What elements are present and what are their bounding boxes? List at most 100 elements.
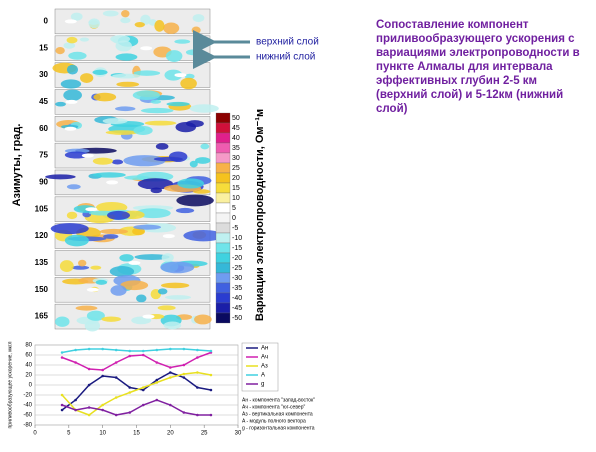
y-tick-label: 0 (29, 383, 33, 389)
contour-blob (102, 10, 119, 17)
contour-blob (153, 156, 183, 162)
contour-row (54, 303, 211, 330)
contour-row (54, 8, 211, 35)
y-tick-label: 40 (25, 363, 32, 369)
azimuth-label: 15 (39, 43, 48, 52)
title-box: Сопоставление компонент приливообразующе… (376, 19, 580, 115)
contour-blob (192, 14, 205, 23)
data-point (114, 396, 118, 399)
contour-blob (78, 259, 87, 267)
contour-blob (66, 64, 78, 75)
colorbar-swatch (215, 142, 231, 154)
series-line (61, 348, 211, 354)
colorbar-swatch (215, 282, 231, 294)
contour-blob (163, 22, 180, 34)
data-point (114, 348, 118, 352)
azimuth-axis-label: Азимуты, град. (11, 124, 23, 207)
contour-blob (110, 285, 127, 296)
legend-note: Aз - вертикальная компонента (242, 411, 313, 417)
data-point (128, 386, 132, 389)
azimuth-label: 165 (35, 312, 49, 321)
colorbar-swatch (215, 152, 231, 164)
contour-blob (120, 17, 131, 24)
series-line (61, 399, 211, 416)
colorbar-swatch (215, 132, 231, 144)
contour-blob (176, 194, 214, 207)
x-tick-label: 0 (33, 431, 37, 437)
contour-blob (64, 234, 89, 247)
data-point (87, 406, 91, 409)
data-point (74, 348, 77, 352)
contour-blob (95, 279, 108, 285)
contour-blob (175, 121, 197, 133)
colorbar-tick-label: 40 (232, 135, 240, 142)
data-point (114, 413, 118, 417)
legend-note: A - модуль полного вектора (242, 418, 306, 424)
azimuth-label: 135 (35, 258, 49, 267)
y-tick-label: -80 (23, 423, 32, 429)
contour-blob (133, 70, 161, 76)
data-point (141, 403, 145, 407)
data-point (182, 411, 186, 414)
contour-blob (79, 37, 90, 42)
data-point (114, 361, 118, 364)
series-line (61, 351, 212, 371)
contour-blob (65, 99, 78, 104)
contour-blob (163, 321, 182, 330)
contour-blob (134, 21, 145, 28)
contour-blob (200, 143, 210, 150)
contour-blob (109, 266, 135, 277)
data-point (141, 388, 145, 392)
series-line (61, 371, 212, 411)
colorbar-swatch (215, 292, 231, 304)
contour-blob (134, 254, 170, 260)
data-point (209, 349, 213, 353)
legend-label: g (261, 382, 264, 388)
y-tick-label: -60 (23, 413, 32, 419)
data-point (60, 393, 64, 397)
contour-blob (150, 99, 162, 104)
data-point (169, 366, 172, 369)
colorbar-swatch (215, 182, 231, 194)
x-tick-label: 15 (133, 431, 140, 437)
data-point (169, 376, 172, 379)
contour-blob (81, 153, 94, 158)
data-point (182, 347, 186, 351)
contour-blob (136, 294, 147, 303)
colorbar-tick-label: 0 (232, 215, 236, 222)
azimuth-label: 75 (39, 151, 48, 160)
colorbar-swatch (215, 262, 231, 274)
contour-blob (90, 265, 102, 270)
contour-blob (116, 81, 140, 87)
contour-blob (92, 69, 108, 75)
contour-blob (88, 18, 100, 29)
colorbar-swatch (215, 272, 231, 284)
colorbar-swatch (215, 112, 231, 124)
contour-blob (80, 73, 94, 84)
azimuth-label: 45 (39, 97, 48, 106)
colorbar-swatch (215, 232, 231, 244)
contour-blob (86, 287, 99, 292)
y-tick-label: -40 (23, 403, 32, 409)
contour-blob (185, 49, 204, 56)
colorbar-tick-label: -30 (232, 275, 242, 282)
colorbar-swatch (215, 242, 231, 254)
data-point (155, 381, 159, 384)
contour-blob (140, 46, 153, 51)
contour-blob (174, 73, 187, 78)
colorbar-tick-label: 45 (232, 125, 240, 132)
contour-blob (140, 14, 151, 25)
data-point (209, 413, 213, 417)
contour-blob (66, 184, 81, 190)
data-point (74, 361, 77, 364)
legend-label: A (261, 373, 265, 379)
azimuth-label: 0 (44, 17, 49, 26)
contour-blob (63, 89, 82, 101)
data-point (128, 354, 132, 358)
contour-blob (86, 310, 105, 321)
data-point (128, 411, 132, 414)
colorbar-swatch (215, 202, 231, 214)
contour-blob (194, 314, 212, 325)
legend-label: Aч (261, 355, 268, 361)
colorbar-tick-label: 5 (232, 205, 236, 212)
